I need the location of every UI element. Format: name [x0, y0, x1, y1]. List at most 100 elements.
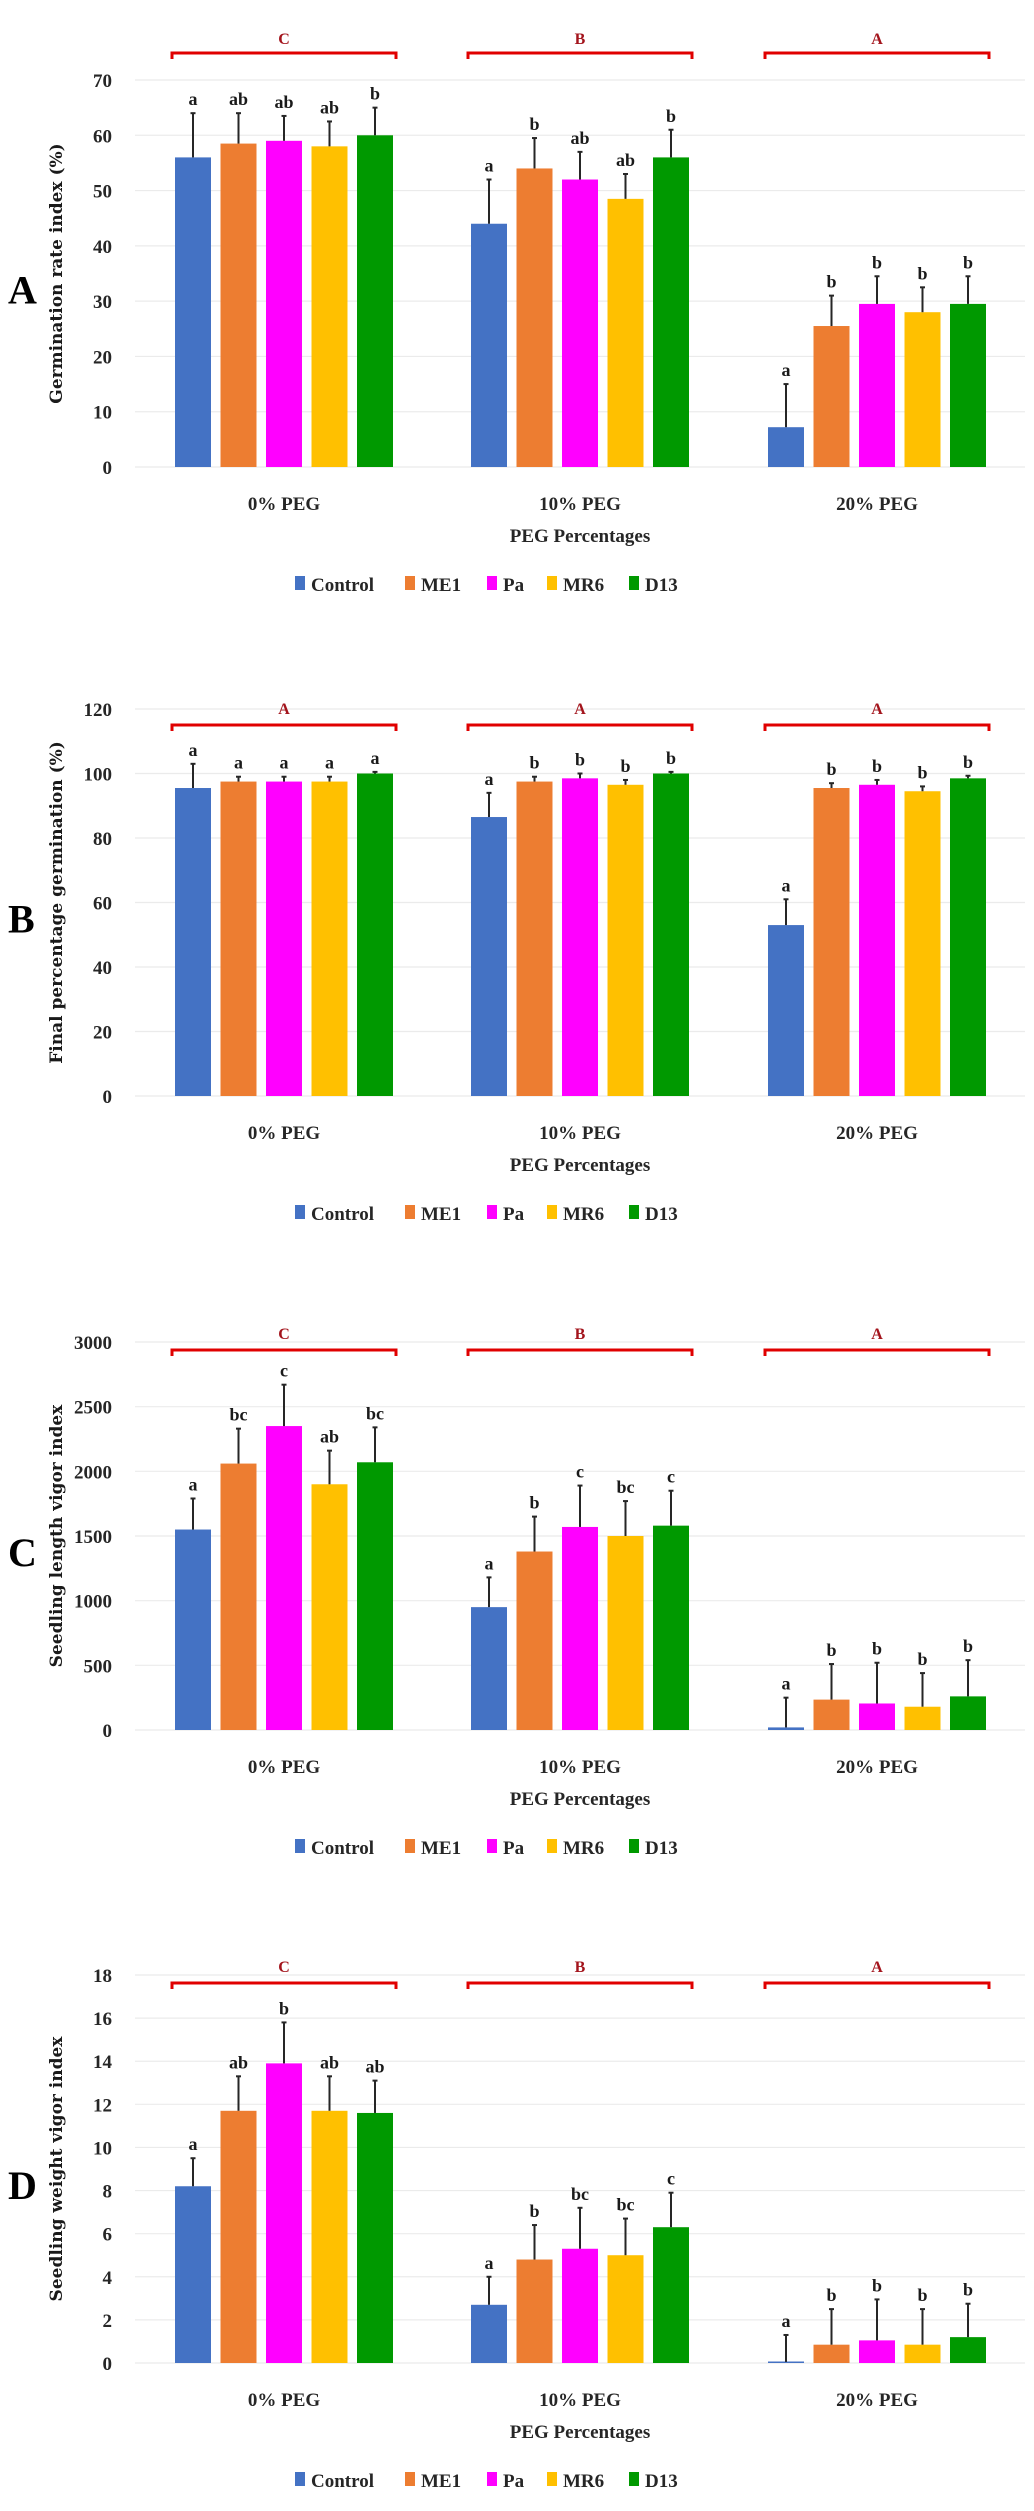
significance-letter: b	[826, 272, 836, 292]
significance-letter: b	[872, 252, 882, 272]
x-category-label: 0% PEG	[248, 1757, 321, 1778]
bar-pa	[859, 784, 895, 1096]
significance-letter: ab	[570, 128, 589, 148]
bar-pa	[562, 1526, 598, 1730]
bar-pa	[266, 1426, 302, 1730]
legend: Control ME1 Pa MR6 D13	[295, 1838, 678, 1859]
bar-d13	[653, 157, 689, 467]
significance-letter: bc	[366, 1403, 384, 1423]
group-bracket	[466, 1981, 694, 1989]
bar-mr6	[607, 1536, 644, 1730]
bar-mr6	[904, 1706, 941, 1730]
significance-letter: c	[667, 1467, 675, 1487]
legend-label: ME1	[421, 575, 461, 596]
legend-label: ME1	[421, 1204, 461, 1225]
bar-control	[471, 817, 507, 1096]
bar-pa	[859, 1703, 895, 1730]
bar-me1	[813, 326, 850, 467]
panel-label: B	[8, 897, 35, 942]
legend-label: Pa	[503, 1838, 525, 1859]
significance-letter: a	[189, 740, 198, 760]
y-tick-label: 30	[93, 292, 112, 313]
legend-label: Pa	[503, 2471, 525, 2492]
y-tick-label: 0	[103, 2354, 113, 2375]
bar-me1	[516, 168, 553, 467]
bar-pa	[859, 2340, 895, 2363]
y-tick-label: 40	[93, 237, 112, 258]
significance-letter: a	[485, 769, 494, 789]
significance-letter: b	[917, 263, 927, 283]
y-axis-title: Germination rate index (%)	[47, 143, 67, 403]
significance-letter: a	[325, 753, 334, 773]
bar-pa	[266, 2063, 302, 2363]
bar-d13	[357, 1462, 393, 1730]
legend-swatch-mr6	[547, 1839, 557, 1853]
bar-control	[175, 1529, 211, 1730]
group-significance-letter: A	[871, 1326, 883, 1343]
panel-label: D	[8, 2163, 37, 2208]
legend: Control ME1 Pa MR6 D13	[295, 1204, 678, 1225]
legend-swatch-control	[295, 2472, 305, 2486]
significance-letter: c	[667, 2169, 675, 2189]
bar-d13	[653, 2227, 689, 2363]
significance-letter: b	[917, 762, 927, 782]
bar-control	[471, 2304, 507, 2363]
significance-letter: bc	[230, 1405, 248, 1425]
bar-me1	[516, 781, 553, 1096]
significance-letter: a	[782, 875, 791, 895]
y-tick-label: 8	[103, 2182, 113, 2203]
y-tick-label: 1500	[74, 1527, 112, 1548]
significance-letter: a	[189, 2134, 198, 2154]
group-bracket	[170, 1981, 398, 1989]
legend-label: MR6	[563, 2471, 604, 2492]
significance-letter: a	[485, 156, 494, 176]
significance-letter: b	[529, 2201, 539, 2221]
bar-control	[471, 1607, 507, 1730]
bar-pa	[266, 781, 302, 1096]
bar-d13	[950, 2337, 986, 2363]
panel-d: 0 2 4 6 8 10 12 14 16 18 D Seedling weight vigor in…	[8, 1959, 1025, 2492]
legend-swatch-mr6	[547, 2472, 557, 2486]
significance-letter: a	[782, 2311, 791, 2331]
significance-letter: ab	[320, 97, 339, 117]
y-axis-title: Seedling length vigor index	[47, 1404, 67, 1667]
legend-swatch-d13	[629, 1205, 639, 1219]
significance-letter: a	[782, 1674, 791, 1694]
group-bracket	[763, 1348, 991, 1356]
legend-label: Control	[311, 2471, 374, 2492]
legend-swatch-control	[295, 1839, 305, 1853]
significance-letter: b	[529, 114, 539, 134]
bar-pa	[562, 179, 598, 467]
y-tick-label: 0	[103, 458, 113, 479]
significance-letter: ab	[274, 92, 293, 112]
group-significance-letter: A	[278, 701, 290, 718]
bar-control	[175, 157, 211, 467]
bar-d13	[357, 135, 393, 468]
significance-letter: bc	[571, 2184, 589, 2204]
bar-pa	[859, 303, 895, 467]
bar-control	[175, 788, 211, 1096]
group-bracket	[466, 51, 694, 59]
significance-letter: c	[576, 1462, 584, 1482]
bar-mr6	[904, 791, 941, 1096]
y-tick-label: 18	[93, 1966, 112, 1987]
panel-a: 0 10 20 30 40 50 60 70 A Germination rate index (…	[8, 31, 1025, 596]
y-tick-label: 2	[103, 2311, 113, 2332]
y-tick-label: 80	[93, 829, 112, 850]
bar-d13	[357, 2112, 393, 2363]
bar-control	[768, 427, 804, 467]
significance-letter: a	[189, 1474, 198, 1494]
bar-pa	[562, 778, 598, 1096]
group-bracket	[170, 1348, 398, 1356]
significance-letter: b	[620, 756, 630, 776]
bar-me1	[516, 2259, 553, 2363]
bar-me1	[813, 788, 850, 1096]
y-tick-label: 20	[93, 347, 112, 368]
significance-letter: c	[280, 1361, 288, 1381]
bar-control	[768, 1727, 804, 1730]
legend-label: Control	[311, 1204, 374, 1225]
bar-d13	[950, 778, 986, 1096]
group-significance-letter: C	[278, 1959, 290, 1976]
legend-swatch-pa	[487, 576, 497, 590]
legend-swatch-pa	[487, 2472, 497, 2486]
